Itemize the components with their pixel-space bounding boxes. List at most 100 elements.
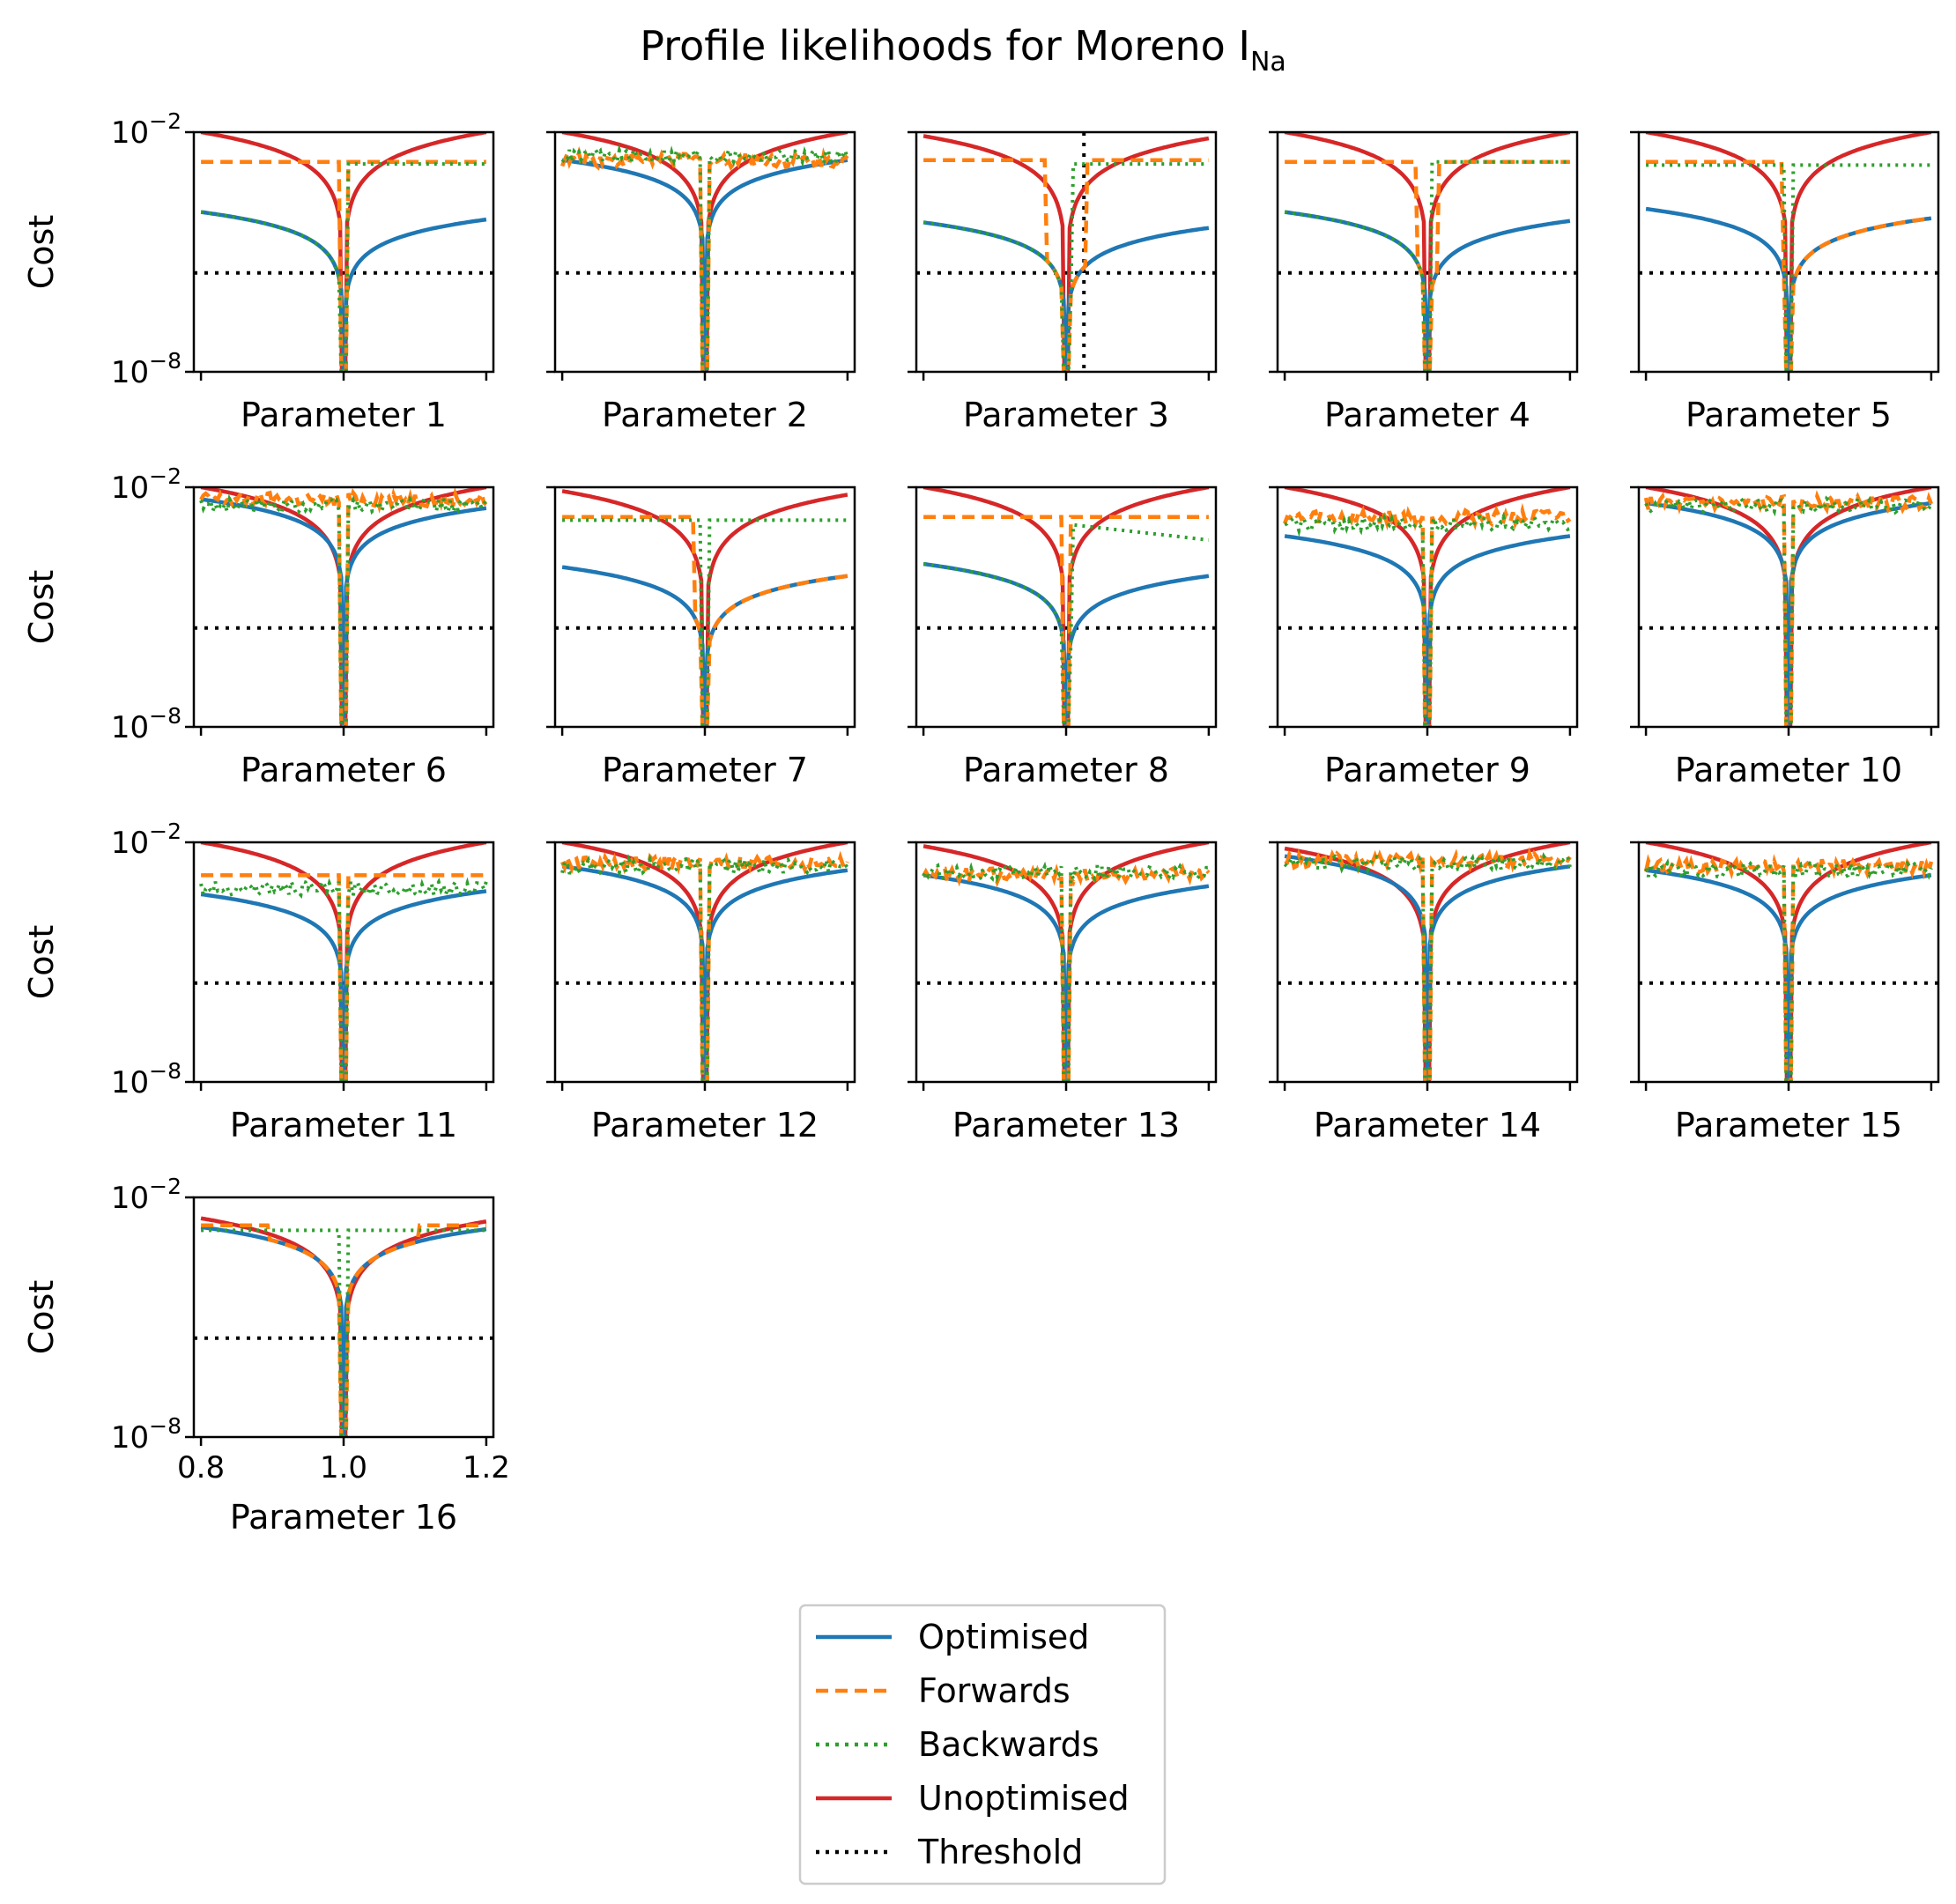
- legend-box: [798, 1604, 1167, 1885]
- unoptimised-line: [561, 842, 848, 1082]
- backwards-line: [201, 1228, 486, 1437]
- unoptimised-line: [922, 842, 1210, 1082]
- unoptimised-line: [1645, 132, 1932, 372]
- subplot-lines: [916, 842, 1216, 1082]
- backwards-line: [560, 144, 849, 372]
- x-axis-label: Parameter 7: [602, 751, 808, 789]
- subplot-grid: 10−8 10−2 Cost Parameter 1 Parameter 2 Parame…: [22, 108, 1940, 1537]
- subplot-lines: [194, 132, 493, 372]
- x-axis-label: Parameter 16: [230, 1498, 457, 1537]
- forwards-line: [923, 515, 1209, 727]
- backwards-line: [199, 875, 488, 1082]
- y-tick-label: 10−8: [111, 703, 182, 745]
- forwards-line: [923, 158, 1209, 372]
- y-axis-label: Cost: [22, 570, 61, 644]
- subplot-2: Parameter 2: [546, 130, 856, 434]
- subplot-1: 10−8 10−2 Cost Parameter 1: [22, 108, 495, 434]
- backwards-line: [922, 162, 1209, 372]
- subplot-9: Parameter 9: [1269, 485, 1579, 789]
- forwards-line: [201, 1223, 486, 1437]
- subplot-lines: [194, 842, 493, 1082]
- unoptimised-line: [200, 132, 487, 372]
- subplot-13: Parameter 13: [908, 841, 1218, 1145]
- legend-label-backwards: Backwards: [918, 1725, 1100, 1764]
- x-axis-label: Parameter 3: [963, 396, 1169, 434]
- backwards-line: [922, 522, 1210, 727]
- x-axis-label: Parameter 13: [952, 1106, 1180, 1145]
- x-axis-label: Parameter 15: [1675, 1106, 1902, 1145]
- legend-label-unoptimised: Unoptimised: [918, 1779, 1130, 1818]
- unoptimised-line: [200, 1216, 487, 1437]
- forwards-line: [1646, 159, 1932, 372]
- x-tick-label: 1.0: [320, 1450, 367, 1485]
- forwards-line: [922, 862, 1211, 1082]
- optimised-line: [200, 1225, 487, 1437]
- x-axis-label: Parameter 2: [602, 396, 808, 434]
- optimised-line: [1284, 210, 1571, 372]
- subplot-7: Parameter 7: [546, 485, 856, 789]
- unoptimised-line: [1645, 842, 1932, 1082]
- subplot-lines: [916, 487, 1216, 727]
- y-tick-label: 10−2: [111, 1174, 182, 1216]
- unoptimised-line: [1284, 487, 1571, 727]
- forwards-line: [560, 849, 849, 1082]
- x-axis-label: Parameter 5: [1686, 396, 1892, 434]
- x-axis-label: Parameter 4: [1324, 396, 1530, 434]
- legend-label-optimised: Optimised: [918, 1618, 1089, 1656]
- title-main: Profile likelihoods for Moreno I: [640, 22, 1250, 70]
- optimised-line: [200, 889, 487, 1082]
- optimised-line: [922, 220, 1210, 372]
- unoptimised-line: [922, 487, 1210, 727]
- subplot-lines: [555, 842, 855, 1082]
- subplot-lines: [916, 132, 1216, 372]
- subplot-lines: [1639, 842, 1938, 1082]
- subplot-lines: [555, 132, 855, 372]
- optimised-line: [922, 561, 1210, 727]
- subplot-3: Parameter 3: [908, 130, 1218, 434]
- optimised-line: [922, 873, 1210, 1082]
- x-axis-label: Parameter 10: [1675, 751, 1902, 789]
- unoptimised-line: [1284, 132, 1571, 372]
- subplot-12: Parameter 12: [546, 841, 856, 1145]
- backwards-line: [922, 858, 1209, 1082]
- subplot-lines: [194, 487, 493, 727]
- legend-label-forwards: Forwards: [918, 1671, 1071, 1710]
- subplot-16: 0.8 1.0 1.2 10−8 10−2 Cost Parameter 16: [22, 1174, 510, 1537]
- backwards-line: [1284, 510, 1571, 727]
- forwards-line: [1284, 846, 1572, 1082]
- subplot-14: Parameter 14: [1269, 841, 1579, 1145]
- x-axis-label: Parameter 14: [1314, 1106, 1541, 1145]
- y-tick-label: 10−8: [111, 348, 182, 390]
- y-tick-label: 10−2: [111, 108, 182, 151]
- forwards-line: [560, 145, 849, 372]
- subplot-lines: [1639, 132, 1938, 372]
- y-axis-label: Cost: [22, 925, 61, 999]
- optimised-line: [561, 864, 848, 1082]
- legend-label-threshold: Threshold: [917, 1833, 1083, 1871]
- x-axis-label: Parameter 11: [230, 1106, 457, 1145]
- subplot-lines: [194, 1216, 493, 1437]
- optimised-line: [1645, 868, 1932, 1082]
- optimised-line: [561, 565, 848, 727]
- y-tick-label: 10−2: [111, 819, 182, 861]
- unoptimised-line: [561, 132, 848, 372]
- forwards-line: [1282, 502, 1572, 727]
- subplot-8: Parameter 8: [908, 485, 1218, 789]
- forwards-line: [201, 159, 486, 372]
- backwards-line: [200, 162, 486, 372]
- subplot-lines: [555, 489, 855, 727]
- optimised-line: [200, 497, 487, 727]
- optimised-line: [1284, 534, 1571, 727]
- legend: Optimised Forwards Backwards Unoptimised Thr…: [798, 1604, 1167, 1885]
- subplot-lines: [1639, 487, 1938, 727]
- optimised-line: [1645, 206, 1932, 372]
- backwards-line: [1644, 857, 1933, 1082]
- x-axis-label: Parameter 6: [241, 751, 447, 789]
- y-tick-label: 10−8: [111, 1413, 182, 1456]
- optimised-line: [1645, 500, 1932, 727]
- x-axis-label: Parameter 12: [591, 1106, 819, 1145]
- title-subscript: Na: [1250, 47, 1286, 78]
- forwards-line: [1643, 490, 1933, 727]
- y-tick-label: 10−8: [111, 1058, 182, 1100]
